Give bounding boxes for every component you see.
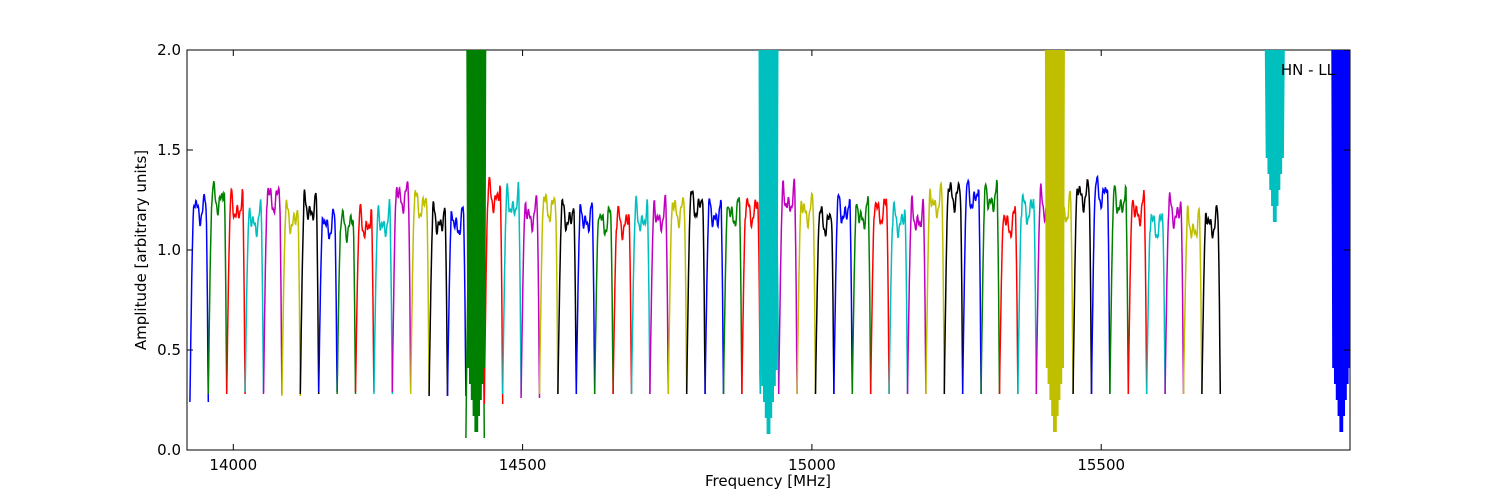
series-line-40 — [925, 181, 946, 395]
series-line-27 — [685, 190, 706, 395]
ticks-layer: 14000 14500 15000 15500 0.0 0.5 1.0 1.5 2.0 — [157, 41, 1350, 474]
series-line-3 — [244, 199, 265, 393]
series-line-8 — [336, 208, 357, 395]
series-line-37 — [869, 198, 890, 395]
series-line-30 — [741, 197, 762, 395]
series-line-26 — [667, 197, 688, 395]
y-tick-label: 1.0 — [157, 241, 181, 259]
rfi-spike-3 — [1264, 50, 1285, 223]
series-line-36 — [851, 196, 872, 395]
series-line-49 — [1090, 174, 1111, 395]
series-line-51 — [1127, 190, 1148, 395]
series-line-28 — [704, 198, 725, 395]
rfi-spike-0 — [466, 50, 487, 433]
series-line-33 — [796, 191, 817, 395]
x-tick-label: 14500 — [499, 456, 547, 474]
series-line-54 — [1182, 205, 1203, 395]
series-line-44 — [998, 206, 1019, 395]
y-tick-label: 0.0 — [157, 441, 181, 459]
series-line-17 — [501, 181, 522, 395]
series-line-2 — [225, 187, 246, 395]
series-line-24 — [630, 195, 651, 395]
series-line-12 — [409, 190, 430, 395]
series-line-29 — [722, 197, 743, 395]
series-line-5 — [281, 199, 302, 397]
y-axis-label: Amplitude [arbitrary units] — [132, 150, 150, 350]
series-layer — [189, 50, 1350, 439]
series-line-41 — [943, 180, 964, 395]
series-line-18 — [520, 195, 541, 399]
x-tick-label: 15000 — [788, 456, 836, 474]
series-line-10 — [373, 199, 394, 395]
series-line-50 — [1109, 183, 1130, 395]
series-line-4 — [262, 184, 283, 395]
series-line-45 — [1017, 192, 1038, 395]
series-line-34 — [814, 206, 835, 395]
series-line-43 — [980, 179, 1001, 395]
y-tick-label: 0.5 — [157, 341, 181, 359]
series-line-20 — [557, 198, 578, 395]
series-line-14 — [446, 205, 467, 397]
series-line-38 — [888, 200, 909, 395]
series-line-32 — [777, 178, 798, 395]
rfi-spike-4 — [1331, 50, 1350, 433]
series-line-22 — [593, 205, 614, 395]
x-axis-label: Frequency [MHz] — [705, 472, 831, 490]
series-line-23 — [612, 205, 633, 395]
series-line-48 — [1072, 178, 1093, 395]
series-line-13 — [428, 201, 449, 397]
series-line-16 — [483, 176, 504, 405]
series-line-42 — [961, 178, 982, 395]
y-tick-label: 2.0 — [157, 41, 181, 59]
series-line-52 — [1145, 213, 1166, 395]
series-line-1 — [207, 180, 228, 395]
series-line-9 — [354, 203, 375, 393]
series-line-6 — [299, 189, 320, 395]
series-line-39 — [906, 195, 927, 395]
y-tick-label: 1.5 — [157, 141, 181, 159]
x-tick-label: 15500 — [1077, 456, 1125, 474]
x-tick-label: 14000 — [209, 456, 257, 474]
rfi-spike-1 — [758, 50, 779, 435]
series-line-25 — [649, 194, 670, 395]
series-line-35 — [833, 192, 854, 395]
series-line-21 — [575, 202, 596, 395]
rfi-spike-2 — [1044, 50, 1065, 433]
series-line-55 — [1201, 205, 1222, 395]
series-line-11 — [391, 181, 412, 393]
plot-annotation: HN - LL — [1281, 61, 1336, 79]
series-line-19 — [538, 192, 559, 395]
series-line-0 — [189, 193, 210, 403]
series-line-7 — [317, 208, 338, 393]
series-line-53 — [1164, 192, 1185, 395]
